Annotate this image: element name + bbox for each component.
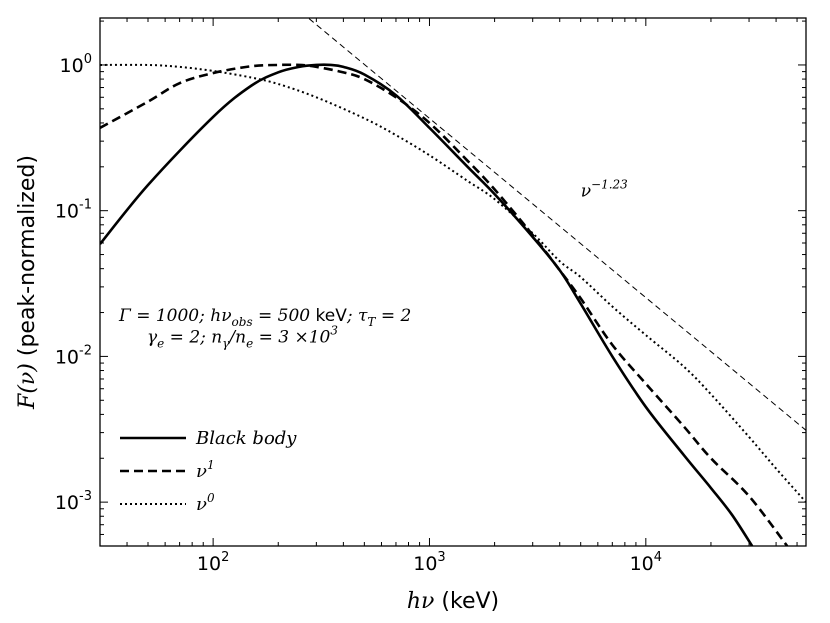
- y-tick-label-2: 10-2: [55, 343, 92, 368]
- legend: Black body ν1 ν0: [120, 428, 297, 515]
- axes-frame: [99, 17, 807, 547]
- legend-label-3: ν0: [196, 491, 215, 515]
- x-tick-label-2: 104: [630, 550, 662, 575]
- axis-ticks: [99, 18, 806, 547]
- x-tick-label-1: 103: [413, 550, 445, 575]
- y-tick-label-3: 10-3: [55, 489, 92, 514]
- y-tick-label-1: 10-1: [55, 198, 92, 223]
- plot-curves: [100, 18, 806, 546]
- x-axis-label: hν (keV): [407, 589, 499, 614]
- power-law-label: ν−1.23: [581, 178, 628, 202]
- y-tick-label-0: 100: [60, 52, 92, 77]
- legend-label-1: Black body: [195, 428, 297, 449]
- legend-label-2: ν1: [196, 458, 215, 482]
- series-line-2: [100, 63, 789, 546]
- series-line-1: [100, 63, 754, 546]
- reference-power-law-line: [307, 18, 806, 431]
- parameters-line-2: γe = 2; nγ/ne = 3 ×103: [147, 323, 338, 350]
- y-axis-label: F(ν) (peak-normalized): [15, 155, 40, 410]
- x-tick-label-0: 102: [197, 550, 229, 575]
- chart-labels: 102 103 104 100 10-1 10-2 10-3 hν (keV) F(ν) (pe…: [15, 52, 662, 614]
- parameters-line-1: Γ = 1000; hνobs = 500 keV; τT = 2: [118, 306, 411, 329]
